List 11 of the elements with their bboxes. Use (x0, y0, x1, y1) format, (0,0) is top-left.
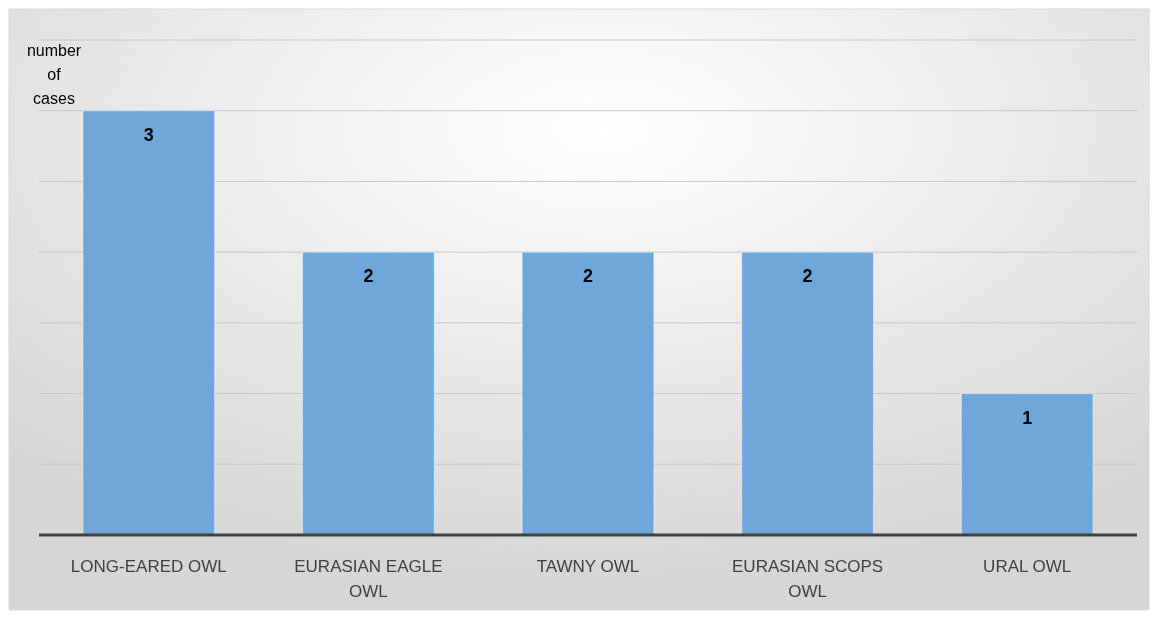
x-tick-label: LONG-EARED OWL (70, 557, 227, 576)
data-label: 2 (582, 266, 594, 287)
x-tick-label: URAL OWL (983, 557, 1072, 576)
data-label: 2 (802, 266, 813, 287)
data-label: 3 (143, 124, 154, 145)
data-label: 2 (363, 266, 374, 287)
x-tick-label: EURASIAN SCOPS OWL (732, 557, 884, 601)
data-label: 1 (1022, 407, 1033, 428)
y-axis-title: number of cases (26, 42, 82, 107)
x-tick-label: EURASIAN EAGLE OWL (294, 557, 443, 601)
x-tick-label: TAWNY OWL (536, 557, 640, 576)
